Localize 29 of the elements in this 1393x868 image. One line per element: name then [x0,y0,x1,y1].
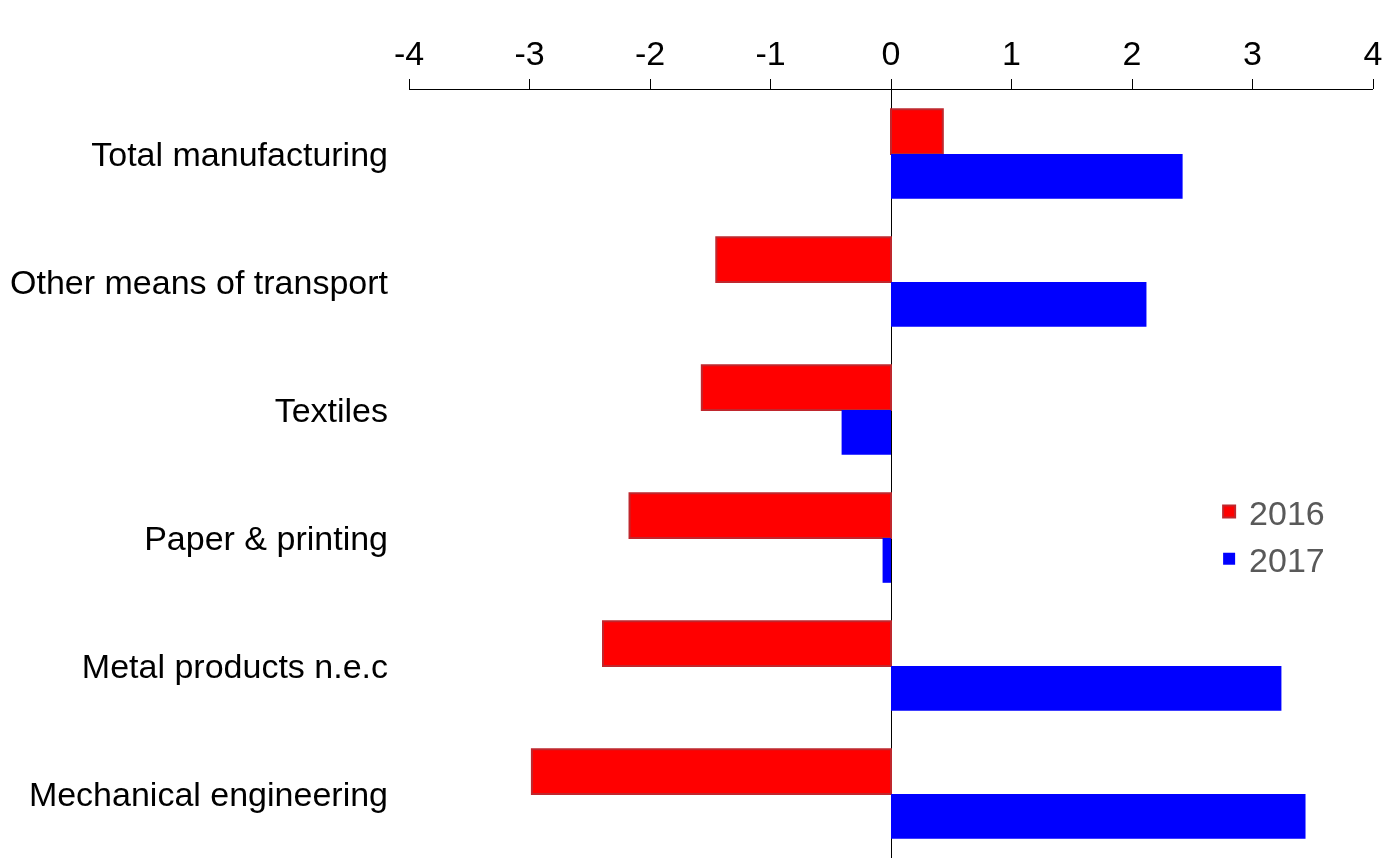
bar [715,236,892,283]
bar [891,282,1147,327]
bar [628,492,892,539]
x-tick-label: -1 [755,34,786,73]
bar [700,364,892,411]
x-tick-label: -4 [393,34,425,73]
bar [891,794,1306,839]
x-tick-label: -3 [514,34,545,73]
x-tick-label: 1 [1002,34,1021,73]
bar [602,620,892,667]
bar [890,108,944,155]
y-tick-label: Other means of transport [10,262,389,301]
y-tick-label: Metal products n.e.c [81,646,388,685]
bar [891,666,1282,711]
y-tick-label: Paper & printing [144,518,388,557]
legend-label: 2016 [1249,493,1325,532]
y-tick-label: Textiles [274,390,388,429]
x-tick-label: -2 [634,34,666,73]
x-tick-label: 4 [1363,34,1383,73]
bar [891,154,1183,199]
y-tick-label: Mechanical engineering [28,774,388,813]
legend-label: 2017 [1249,541,1325,579]
x-tick-label: 2 [1122,34,1142,73]
x-tick-label: 3 [1243,34,1262,73]
bar [841,410,891,455]
x-tick-label: 0 [881,34,901,73]
bar [530,748,892,795]
bar [882,538,891,583]
y-tick-label: Total manufacturing [91,134,388,173]
